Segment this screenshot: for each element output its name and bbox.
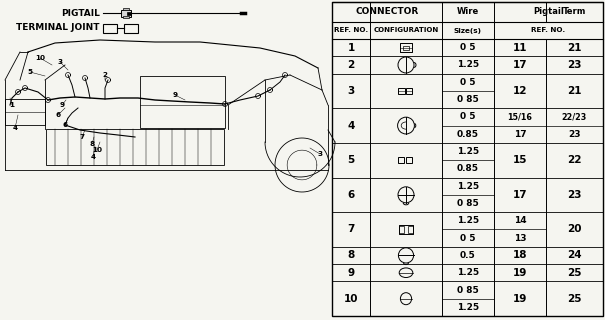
Text: 1.25: 1.25 [457, 216, 479, 225]
Text: CONNECTOR: CONNECTOR [355, 7, 419, 17]
Text: PIGTAIL: PIGTAIL [61, 9, 100, 18]
Text: Size(s): Size(s) [454, 28, 482, 34]
Text: 1.25: 1.25 [457, 303, 479, 312]
Text: 0.85: 0.85 [457, 164, 479, 173]
Bar [398, 157, 404, 163]
Text: 9: 9 [347, 268, 355, 278]
Bar [399, 226, 404, 233]
Text: 21: 21 [567, 86, 582, 96]
Bar [406, 88, 413, 94]
Text: 0 5: 0 5 [460, 112, 476, 121]
Bar [406, 157, 412, 163]
Text: 7: 7 [79, 134, 85, 140]
Text: 23: 23 [567, 190, 582, 200]
Text: 1: 1 [347, 43, 355, 53]
Text: 23: 23 [568, 130, 581, 139]
Bar [123, 16, 129, 18]
Text: 0 85: 0 85 [457, 95, 479, 104]
Text: 11: 11 [513, 43, 527, 53]
Text: 18: 18 [513, 251, 527, 260]
Bar [399, 225, 413, 234]
Text: 20: 20 [567, 224, 582, 235]
Bar [399, 88, 405, 94]
Bar [127, 12, 131, 14]
Text: 19: 19 [513, 268, 527, 278]
Text: 10: 10 [344, 294, 358, 304]
Bar [46, 129, 224, 165]
Bar [103, 23, 117, 33]
Text: 3: 3 [318, 151, 322, 157]
Text: 1: 1 [10, 102, 15, 108]
Text: 7: 7 [347, 224, 355, 235]
Bar [5, 99, 45, 125]
Text: 0.85: 0.85 [457, 130, 479, 139]
Text: 5: 5 [27, 69, 33, 75]
Text: TERMINAL JOINT: TERMINAL JOINT [16, 23, 100, 33]
Text: 1.25: 1.25 [457, 60, 479, 69]
Bar [123, 8, 129, 10]
Text: 25: 25 [567, 294, 582, 304]
Text: 2: 2 [102, 72, 108, 78]
Text: 1.25: 1.25 [457, 268, 479, 277]
Text: 0 85: 0 85 [457, 199, 479, 208]
Text: 6: 6 [347, 190, 355, 200]
Text: Wire: Wire [457, 7, 479, 17]
Bar [124, 23, 138, 33]
Bar [332, 2, 603, 316]
Text: REF. NO.: REF. NO. [334, 28, 368, 34]
Text: 6: 6 [56, 112, 60, 118]
Text: 25: 25 [567, 268, 582, 278]
Text: 0 85: 0 85 [457, 285, 479, 294]
Text: 22: 22 [567, 155, 582, 165]
Text: 24: 24 [567, 251, 582, 260]
Text: 4: 4 [91, 154, 96, 160]
Bar [403, 46, 409, 50]
Text: 1.25: 1.25 [457, 147, 479, 156]
Text: 10: 10 [92, 147, 102, 153]
Text: REF. NO.: REF. NO. [531, 28, 566, 34]
Text: 0 5: 0 5 [460, 78, 476, 87]
Text: Term: Term [563, 7, 586, 17]
Text: 12: 12 [513, 86, 527, 96]
Text: 0 5: 0 5 [460, 234, 476, 243]
Text: 15: 15 [513, 155, 527, 165]
Text: 0 5: 0 5 [460, 43, 476, 52]
Text: 17: 17 [514, 130, 526, 139]
Text: 9: 9 [59, 102, 65, 108]
Text: 3: 3 [347, 86, 355, 96]
Text: 0.5: 0.5 [460, 251, 476, 260]
Text: 9: 9 [172, 92, 177, 98]
Text: 5: 5 [347, 155, 355, 165]
Text: 4: 4 [13, 125, 18, 131]
Bar [121, 10, 131, 17]
Text: 3: 3 [57, 59, 62, 65]
Text: Pigtail: Pigtail [533, 7, 564, 17]
Text: 15/16: 15/16 [508, 112, 532, 121]
Text: 13: 13 [514, 234, 526, 243]
Text: 1.25: 1.25 [457, 182, 479, 191]
Bar [400, 43, 412, 52]
Text: 17: 17 [512, 190, 528, 200]
Text: CONFIGURATION: CONFIGURATION [373, 28, 439, 34]
Text: 6: 6 [62, 122, 68, 128]
Text: 21: 21 [567, 43, 582, 53]
Text: 10: 10 [35, 55, 45, 61]
Text: 23: 23 [567, 60, 582, 70]
Text: 19: 19 [513, 294, 527, 304]
Text: 8: 8 [90, 141, 94, 147]
Bar [408, 226, 413, 233]
Text: 22/23: 22/23 [562, 112, 587, 121]
Text: 2: 2 [347, 60, 355, 70]
Text: 17: 17 [512, 60, 528, 70]
Text: 14: 14 [514, 216, 526, 225]
Text: 8: 8 [347, 251, 355, 260]
Text: 4: 4 [347, 121, 355, 131]
Bar [140, 76, 225, 128]
